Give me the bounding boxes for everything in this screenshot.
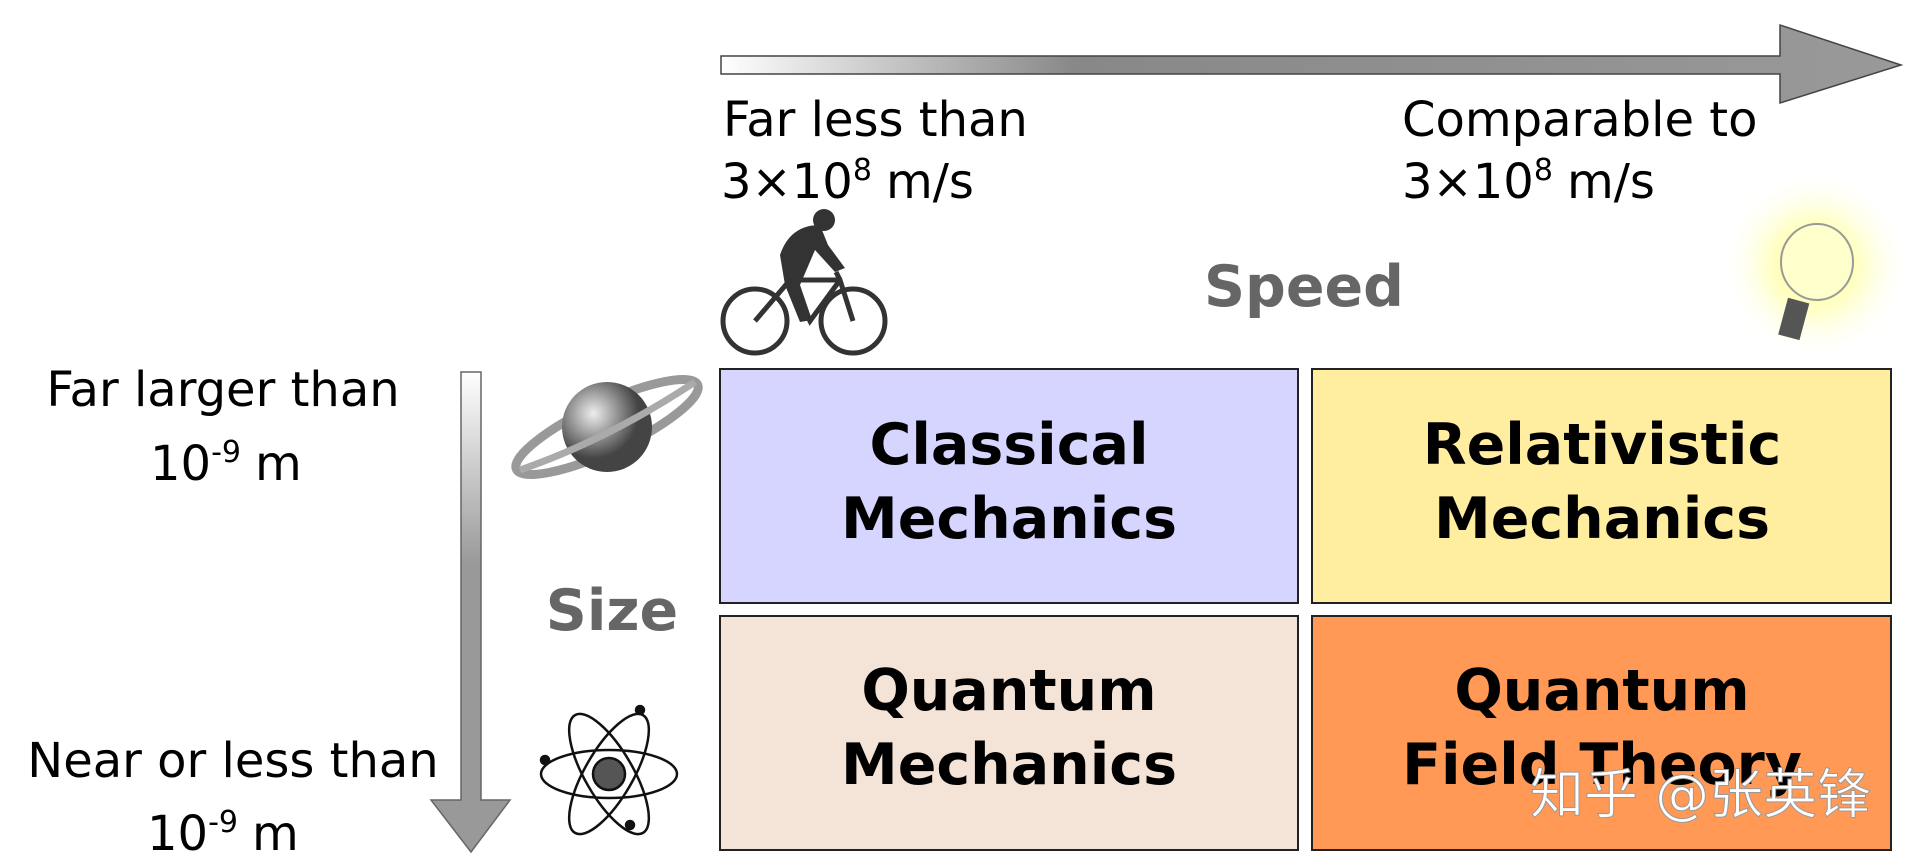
bicycle-icon	[720, 209, 888, 356]
text-part: 8	[853, 153, 872, 188]
cell-line2: Field Theory	[1402, 732, 1802, 798]
size-large-value: 10-9 m	[150, 435, 302, 492]
watermark: 知乎 @张英锋	[1530, 763, 1871, 826]
cell-line1: Quantum	[861, 658, 1156, 724]
text-part: m	[255, 436, 302, 492]
text-part: 3×10	[1402, 154, 1534, 210]
text-part: 10	[147, 806, 208, 862]
text-part: 3×10	[721, 154, 853, 210]
speed-low-value: 3×108 m/s	[721, 153, 974, 210]
text-part: m/s	[886, 154, 974, 210]
cell-box	[1311, 368, 1892, 604]
text-part: 10	[150, 436, 211, 492]
size-arrow	[429, 371, 512, 854]
text-part: -9	[211, 435, 241, 470]
cell-box	[1311, 615, 1892, 851]
text-part: 8	[1534, 153, 1553, 188]
text-part: m	[252, 806, 299, 862]
speed-high-value: 3×108 m/s	[1402, 153, 1655, 210]
size-label: Size	[546, 578, 678, 644]
bulb-icon	[1720, 170, 1910, 360]
cell-line1: Relativistic	[1423, 412, 1782, 478]
text-part: m/s	[1567, 154, 1655, 210]
cell-line1: Quantum	[1454, 658, 1749, 724]
cell-line2: Mechanics	[841, 732, 1177, 798]
speed-arrow	[720, 23, 1904, 105]
size-small-value: 10-9 m	[147, 805, 299, 862]
cell-line1: Classical	[869, 412, 1148, 478]
speed-high-line1: Comparable to	[1402, 92, 1757, 148]
cell-line2: Mechanics	[841, 486, 1177, 552]
text-part: -9	[208, 805, 238, 840]
cell-box	[719, 368, 1299, 604]
size-large-line1: Far larger than	[46, 362, 399, 418]
speed-low-line1: Far less than	[723, 92, 1028, 148]
saturn-icon	[511, 374, 703, 480]
size-small-line1: Near or less than	[27, 733, 438, 789]
atom-icon	[539, 704, 679, 836]
cell-line2: Mechanics	[1434, 486, 1770, 552]
speed-label: Speed	[1204, 254, 1404, 320]
cell-box	[719, 615, 1299, 851]
